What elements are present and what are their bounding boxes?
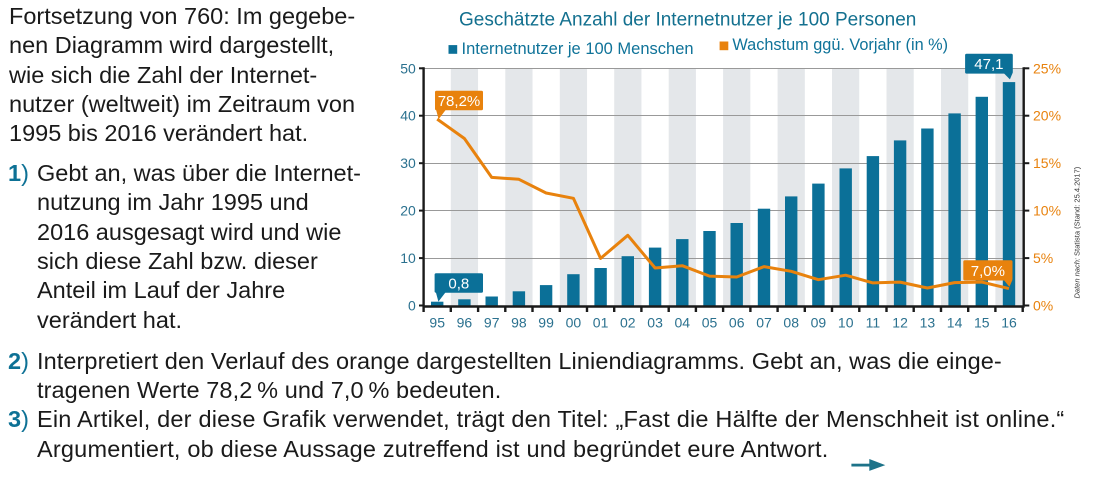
svg-text:40: 40: [400, 108, 416, 124]
svg-text:15%: 15%: [1033, 155, 1061, 171]
svg-text:95: 95: [429, 314, 445, 330]
svg-text:01: 01: [593, 314, 609, 330]
svg-text:25%: 25%: [1033, 60, 1061, 76]
svg-text:20: 20: [400, 203, 416, 219]
svg-text:Daten nach: Statista (Stand: 2: Daten nach: Statista (Stand: 25.4.2017): [1073, 166, 1082, 298]
svg-text:00: 00: [566, 314, 582, 330]
svg-text:5%: 5%: [1033, 250, 1053, 266]
svg-text:11: 11: [866, 314, 881, 330]
svg-text:96: 96: [457, 314, 473, 330]
svg-text:15: 15: [974, 314, 990, 330]
svg-text:03: 03: [647, 314, 663, 330]
svg-text:10%: 10%: [1033, 203, 1061, 219]
svg-text:02: 02: [620, 314, 636, 330]
svg-text:08: 08: [783, 314, 799, 330]
svg-text:98: 98: [511, 314, 527, 330]
svg-text:05: 05: [702, 314, 718, 330]
svg-text:0,8: 0,8: [448, 276, 469, 293]
svg-text:16: 16: [1001, 314, 1017, 330]
svg-text:10: 10: [838, 314, 854, 330]
svg-text:Internetnutzer je 100 Menschen: Internetnutzer je 100 Menschen: [462, 40, 694, 58]
svg-text:50: 50: [400, 60, 416, 76]
svg-text:0%: 0%: [1033, 298, 1053, 314]
svg-text:14: 14: [947, 314, 963, 330]
svg-text:09: 09: [811, 314, 827, 330]
svg-text:Geschätzte Anzahl der Internet: Geschätzte Anzahl der Internetnutzer je …: [459, 10, 916, 31]
svg-text:97: 97: [484, 314, 500, 330]
svg-text:13: 13: [920, 314, 936, 330]
svg-text:10: 10: [400, 250, 416, 266]
svg-text:30: 30: [400, 155, 416, 171]
svg-text:06: 06: [729, 314, 745, 330]
svg-text:07: 07: [756, 314, 772, 330]
svg-text:0: 0: [408, 298, 416, 314]
svg-text:04: 04: [675, 314, 691, 330]
svg-text:Wachstum ggü. Vorjahr (in %): Wachstum ggü. Vorjahr (in %): [732, 36, 948, 54]
svg-text:7,0%: 7,0%: [971, 263, 1005, 280]
svg-text:47,1: 47,1: [974, 56, 1003, 73]
svg-text:12: 12: [892, 314, 908, 330]
svg-text:78,2%: 78,2%: [438, 93, 481, 110]
svg-text:99: 99: [538, 314, 554, 330]
svg-text:20%: 20%: [1033, 108, 1061, 124]
